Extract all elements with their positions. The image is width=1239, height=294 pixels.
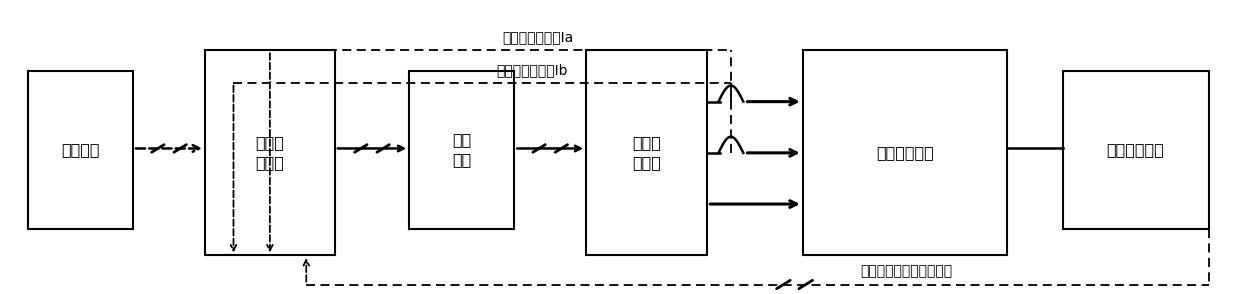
Bar: [204, 51, 335, 255]
Text: 三相逆
变电路: 三相逆 变电路: [632, 136, 662, 170]
Text: 驱动
电路: 驱动 电路: [452, 133, 471, 167]
Bar: [409, 71, 514, 229]
Text: 电流传感器信号Ia: 电流传感器信号Ia: [502, 31, 574, 45]
Bar: [28, 71, 133, 229]
Text: 电机转子位置传感器信号: 电机转子位置传感器信号: [860, 265, 952, 279]
Text: 永磁同步电机: 永磁同步电机: [876, 145, 934, 160]
Bar: [586, 51, 707, 255]
Text: 电机控
制单元: 电机控 制单元: [255, 136, 284, 170]
Text: 混合式编码器: 混合式编码器: [1106, 142, 1165, 157]
Text: 电流传感器信号Ib: 电流传感器信号Ib: [496, 63, 567, 77]
Text: 驾驶指令: 驾驶指令: [61, 142, 100, 157]
Bar: [803, 51, 1007, 255]
Bar: [1063, 71, 1208, 229]
